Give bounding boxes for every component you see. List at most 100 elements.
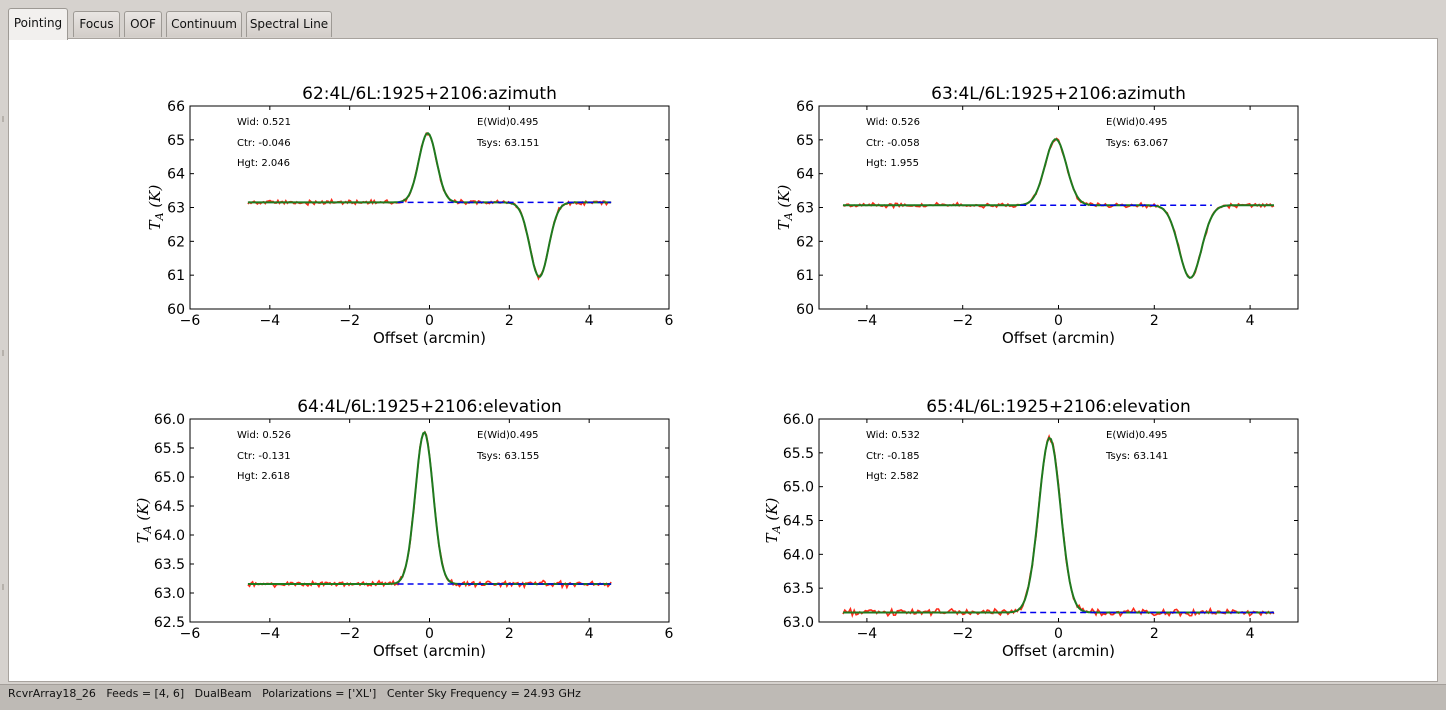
tab-pointing[interactable]: Pointing: [8, 8, 68, 40]
x-tick-label: −2: [339, 626, 360, 642]
status-frequency: Center Sky Frequency = 24.93 GHz: [386, 687, 581, 700]
status-feeds: Feeds = [4, 6]: [106, 687, 185, 700]
y-tick-label: 66: [796, 99, 814, 115]
y-axis-label: TA (K): [146, 185, 166, 231]
annotation-ctr: Ctr: -0.058: [866, 138, 920, 149]
y-axis-label: TA (K): [775, 185, 795, 231]
y-tick-label: 60: [167, 302, 185, 318]
x-tick-label: 0: [425, 313, 434, 329]
y-tick-label: 65: [796, 133, 814, 149]
x-tick-label: −4: [260, 626, 281, 642]
plot-frame: [818, 418, 1299, 623]
left-splitter-handle[interactable]: [0, 38, 8, 684]
annotation-ctr: Ctr: -0.185: [866, 451, 920, 462]
y-tick-label: 61: [167, 268, 185, 284]
x-tick-label: 2: [505, 626, 514, 642]
y-tick-label: 65.0: [154, 470, 185, 486]
chart-title: 63:4L/6L:1925+2106:azimuth: [931, 84, 1186, 104]
annotation-hgt: Hgt: 2.618: [237, 471, 290, 482]
x-tick-label: 2: [1150, 313, 1159, 329]
status-bar: RcvrArray18_26 Feeds = [4, 6] DualBeam P…: [0, 684, 1446, 710]
y-tick-label: 62.5: [154, 615, 185, 631]
tab-oof[interactable]: OOF: [124, 11, 162, 37]
y-tick-label: 63: [167, 201, 185, 217]
x-tick-label: 0: [1054, 313, 1063, 329]
pointing-plot-panel: −6 −4 −2 0 2 4 6 60 61 62 63 64 65 66 62:4L/6L:1925+21…: [8, 38, 1438, 682]
x-tick-label: −6: [180, 626, 201, 642]
x-tick-label: 4: [1246, 313, 1255, 329]
x-tick-label: 4: [585, 626, 594, 642]
x-tick-label: 6: [665, 626, 674, 642]
y-tick-label: 64.5: [154, 499, 185, 515]
y-axis-label: TA (K): [763, 498, 783, 544]
plot-frame: [818, 105, 1299, 310]
annotation-tsys: Tsys: 63.155: [476, 451, 539, 462]
x-tick-label: −4: [857, 313, 878, 329]
y-tick-label: 64.0: [783, 547, 814, 563]
y-tick-label: 65.0: [783, 480, 814, 496]
y-tick-label: 62: [167, 234, 185, 250]
status-polarizations: Polarizations = ['XL']: [262, 687, 377, 700]
tab-continuum[interactable]: Continuum: [166, 11, 242, 37]
tab-spectral-line[interactable]: Spectral Line: [246, 11, 332, 37]
y-tick-label: 64.0: [154, 528, 185, 544]
annotation-hgt: Hgt: 2.582: [866, 471, 919, 482]
annotation-ewid: E(Wid)0.495: [477, 117, 539, 128]
chart-title: 62:4L/6L:1925+2106:azimuth: [302, 84, 557, 104]
plots-canvas: −6 −4 −2 0 2 4 66061626364656662:4L/6L:1925+21…: [134, 84, 1299, 660]
fit-series-line: [247, 430, 612, 585]
tab-focus[interactable]: Focus: [73, 11, 120, 37]
annotation-ewid: E(Wid)0.495: [1106, 430, 1168, 441]
fit-series-line: [247, 132, 612, 278]
y-tick-label: 65.5: [783, 446, 814, 462]
x-tick-label: 6: [665, 313, 674, 329]
y-tick-label: 63.0: [154, 586, 185, 602]
status-mode: DualBeam: [194, 687, 252, 700]
chart-4: −4 −2 0 2 4 63.0 63.5 64.0 64.5 65.0 65.5 66.0 65:4L…: [763, 397, 1299, 660]
chart-title: 65:4L/6L:1925+2106:elevation: [926, 397, 1191, 417]
fit-series-line: [843, 138, 1274, 279]
y-tick-label: 64.5: [783, 514, 814, 530]
x-axis-label: Offset (arcmin): [373, 642, 486, 660]
annotation-ewid: E(Wid)0.495: [1106, 117, 1168, 128]
x-tick-label: −2: [339, 313, 360, 329]
x-axis-label: Offset (arcmin): [373, 329, 486, 347]
data-series-line: [247, 131, 612, 281]
y-tick-label: 65.5: [154, 441, 185, 457]
annotation-wid: Wid: 0.526: [866, 117, 920, 128]
x-axis-label: Offset (arcmin): [1002, 329, 1115, 347]
chart-3: −6 −4 −2 0 2 4 6 62.5 63.0 63.5 64.0 64.5 65.0 65.5 66…: [134, 397, 674, 660]
status-receiver: RcvrArray18_26: [8, 687, 96, 700]
y-tick-label: 63.5: [154, 557, 185, 573]
annotation-tsys: Tsys: 63.151: [476, 138, 539, 149]
y-tick-label: 61: [796, 268, 814, 284]
y-tick-label: 63: [796, 201, 814, 217]
annotation-wid: Wid: 0.521: [237, 117, 291, 128]
y-tick-label: 66.0: [154, 412, 185, 428]
y-tick-label: 66: [167, 99, 185, 115]
y-axis-label: TA (K): [134, 498, 154, 544]
x-tick-label: 0: [425, 626, 434, 642]
tab-bar: Pointing Focus OOF Continuum Spectral Li…: [0, 0, 1446, 40]
annotation-hgt: Hgt: 2.046: [237, 158, 290, 169]
x-tick-label: 2: [505, 313, 514, 329]
x-axis-label: Offset (arcmin): [1002, 642, 1115, 660]
x-tick-label: 0: [1054, 626, 1063, 642]
x-tick-label: −4: [260, 313, 281, 329]
y-tick-label: 66.0: [783, 412, 814, 428]
annotation-ctr: Ctr: -0.131: [237, 451, 291, 462]
y-tick-label: 60: [796, 302, 814, 318]
data-series-line: [842, 433, 1275, 618]
y-tick-label: 65: [167, 133, 185, 149]
annotation-ctr: Ctr: -0.046: [237, 138, 291, 149]
x-tick-label: −4: [857, 626, 878, 642]
fit-series-line: [843, 436, 1274, 614]
x-tick-label: −6: [180, 313, 201, 329]
x-tick-label: −2: [952, 313, 973, 329]
y-tick-label: 62: [796, 234, 814, 250]
x-tick-label: 4: [1246, 626, 1255, 642]
annotation-hgt: Hgt: 1.955: [866, 158, 919, 169]
x-tick-label: −2: [952, 626, 973, 642]
chart-title: 64:4L/6L:1925+2106:elevation: [297, 397, 562, 417]
annotation-ewid: E(Wid)0.495: [477, 430, 539, 441]
